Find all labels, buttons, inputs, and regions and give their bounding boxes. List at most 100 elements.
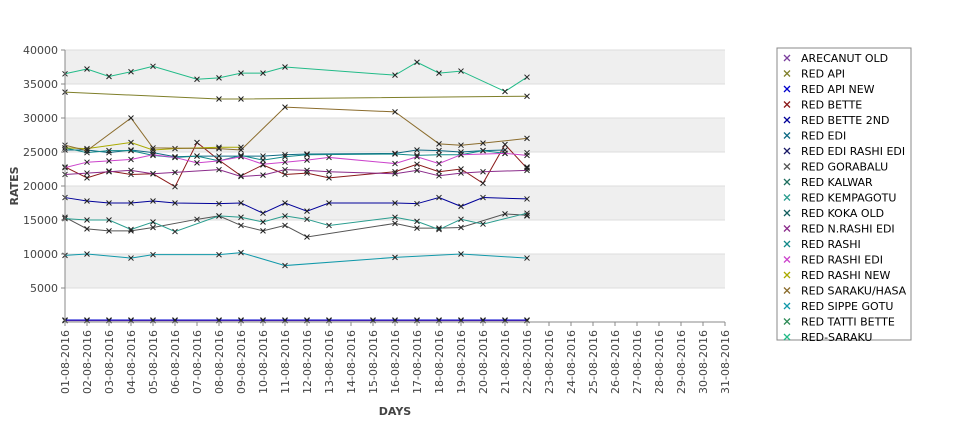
data-point-marker (172, 200, 178, 206)
series-layer (62, 59, 530, 324)
data-point-marker (172, 154, 178, 161)
plot-band (65, 288, 725, 322)
x-tick-label: 09-08-2016 (235, 330, 248, 394)
data-point-marker (304, 157, 310, 164)
data-point-marker (128, 171, 134, 178)
x-tick-label: 23-08-2016 (543, 330, 556, 394)
data-point-marker (414, 153, 420, 160)
x-tick-label: 08-08-2016 (213, 330, 226, 394)
data-point-marker (106, 228, 112, 234)
data-point-marker (128, 167, 134, 174)
data-point-marker (128, 200, 134, 206)
legend-label: RED RASHI EDI (801, 254, 883, 267)
series-line (64, 141, 528, 188)
data-point-marker (392, 160, 398, 167)
series-line (64, 106, 528, 152)
legend-label: RED KEMPAGOTU (801, 192, 896, 205)
data-point-marker (502, 150, 508, 157)
data-point-marker (502, 88, 508, 95)
data-point-marker (304, 216, 310, 223)
data-point-marker (128, 139, 134, 146)
plot-band (65, 84, 725, 118)
data-point-marker (238, 173, 244, 180)
x-tick-label: 24-08-2016 (565, 330, 578, 394)
data-point-marker (84, 198, 90, 204)
data-point-marker (238, 153, 244, 160)
data-point-marker (458, 251, 464, 257)
legend-label: RED KALWAR (801, 176, 873, 189)
data-point-marker (282, 200, 288, 206)
x-tick-label: 17-08-2016 (411, 330, 424, 394)
legend-label: RED TATTI BETTE (801, 316, 895, 329)
data-point-marker (392, 254, 398, 261)
series-group (62, 150, 530, 171)
data-point-marker (458, 68, 464, 74)
data-point-marker (524, 74, 530, 81)
legend-marker (783, 54, 791, 62)
x-tick-label: 13-08-2016 (323, 330, 336, 394)
data-point-marker (216, 213, 222, 219)
data-point-marker (106, 217, 112, 223)
legend-label: RED KOKA OLD (801, 207, 884, 220)
data-point-marker (194, 216, 200, 223)
data-point-marker (84, 147, 90, 154)
data-point-marker (524, 149, 530, 156)
data-point-marker (216, 200, 222, 207)
data-point-marker (502, 141, 508, 148)
series-group (62, 210, 530, 235)
x-tick-label: 07-08-2016 (191, 330, 204, 394)
data-point-marker (128, 226, 134, 233)
data-point-marker (84, 225, 90, 232)
x-tick-label: 12-08-2016 (301, 330, 314, 394)
x-tick-label: 05-08-2016 (147, 330, 160, 394)
data-point-marker (150, 198, 156, 204)
data-point-marker (238, 200, 244, 206)
x-tick-label: 03-08-2016 (103, 330, 116, 394)
series-group (62, 59, 530, 95)
y-tick-labels: 5000 10000 15000 20000 25000 30000 35000 40000 (23, 44, 58, 295)
legend-label: RED SARAKU/HASA (801, 285, 907, 298)
data-point-marker (436, 140, 442, 147)
data-point-marker (260, 210, 266, 217)
series-line (64, 197, 528, 214)
data-point-marker (172, 228, 178, 235)
data-point-marker (282, 166, 288, 173)
data-point-marker (128, 156, 134, 163)
data-point-marker (194, 160, 200, 166)
data-point-marker (260, 153, 266, 159)
legend-label: RED BETTE 2ND (801, 114, 889, 127)
data-point-marker (238, 70, 244, 76)
x-tick-label: 11-08-2016 (279, 330, 292, 394)
data-point-marker (260, 70, 266, 76)
y-tick-label: 5000 (30, 282, 58, 295)
data-point-marker (84, 217, 90, 223)
data-point-marker (502, 211, 508, 217)
data-point-marker (238, 222, 244, 229)
data-point-marker (216, 145, 222, 152)
legend-marker (783, 209, 791, 217)
x-tick-label: 04-08-2016 (125, 330, 138, 394)
legend-marker (783, 132, 791, 139)
data-point-marker (150, 63, 156, 70)
y-tick-label: 25000 (23, 146, 58, 159)
legend-marker (783, 256, 791, 263)
data-point-marker (84, 174, 90, 181)
data-point-marker (414, 147, 420, 153)
data-point-marker (436, 151, 442, 158)
data-point-marker (194, 139, 200, 146)
data-point-marker (524, 135, 530, 142)
data-point-marker (480, 140, 486, 147)
y-tick-label: 15000 (23, 214, 58, 227)
data-point-marker (260, 157, 266, 164)
y-tick-label: 20000 (23, 180, 58, 193)
data-point-marker (260, 228, 266, 234)
data-point-marker (480, 221, 486, 227)
data-point-marker (458, 224, 464, 231)
series-line (64, 91, 528, 100)
legend-marker (783, 302, 791, 310)
legend-marker (783, 70, 791, 77)
axes (61, 49, 726, 326)
series-group (62, 166, 530, 180)
data-point-marker (282, 262, 288, 269)
x-tick-label: 26-08-2016 (609, 330, 622, 394)
